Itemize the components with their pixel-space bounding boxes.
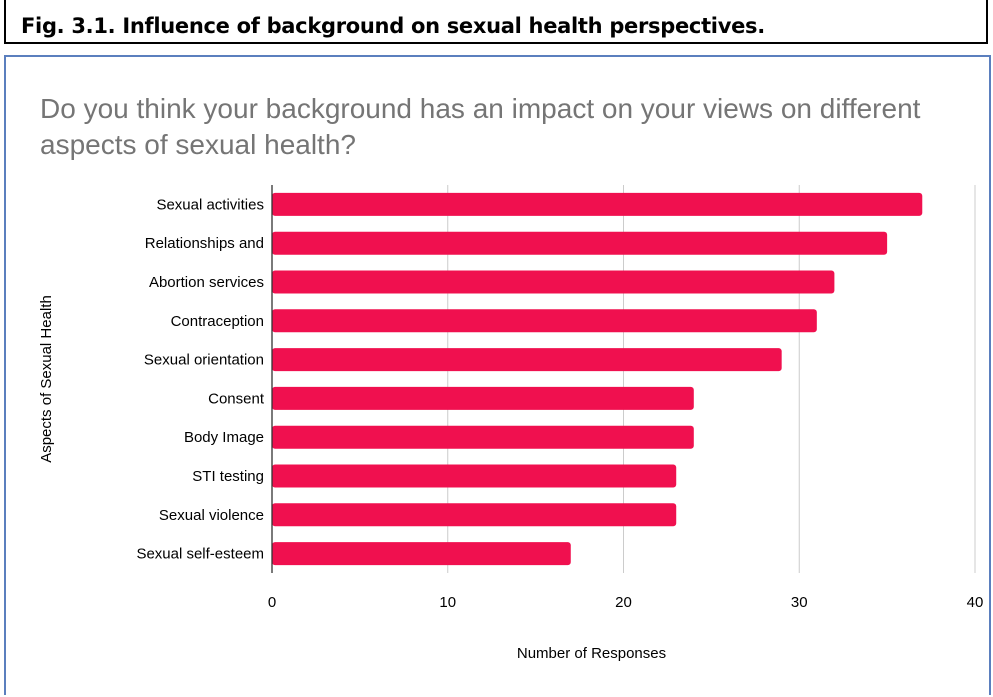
- x-axis-title: Number of Responses: [517, 645, 666, 662]
- bar: [272, 309, 817, 333]
- x-tick-label: 10: [439, 594, 456, 611]
- bar: [272, 425, 694, 449]
- x-tick-label: 20: [615, 594, 632, 611]
- bar: [272, 270, 835, 294]
- x-tick-labels: 0 10 20 30 40: [268, 594, 984, 611]
- bars: [272, 192, 923, 566]
- bar: [272, 348, 782, 372]
- category-label: Sexual violence: [159, 507, 264, 524]
- x-tick-label: 40: [967, 594, 984, 611]
- figure-caption-box: Fig. 3.1. Influence of background on sex…: [4, 0, 988, 44]
- bar: [272, 464, 677, 488]
- category-label: Sexual self-esteem: [136, 546, 264, 563]
- bar: [272, 231, 888, 255]
- category-label: Sexual orientation: [144, 352, 264, 369]
- figure-caption: Fig. 3.1. Influence of background on sex…: [21, 14, 765, 38]
- category-label: Sexual activities: [156, 196, 264, 213]
- bar: [272, 192, 923, 216]
- bar: [272, 503, 677, 527]
- y-axis-title: Aspects of Sexual Health: [38, 295, 55, 463]
- bar: [272, 542, 571, 566]
- category-label: Contraception: [171, 313, 264, 330]
- x-tick-label: 0: [268, 594, 276, 611]
- chart-title: Do you think your background has an impa…: [40, 93, 921, 160]
- category-label: Relationships and: [145, 235, 264, 252]
- category-label: Body Image: [184, 429, 264, 446]
- x-tick-label: 30: [791, 594, 808, 611]
- bar-chart: Sexual activities Relationships and Aborti…: [38, 185, 984, 662]
- bar: [272, 386, 694, 410]
- category-labels: Sexual activities Relationships and Aborti…: [136, 196, 264, 562]
- chart-frame: Do you think your background has an impa…: [4, 55, 991, 695]
- category-label: Abortion services: [149, 274, 264, 291]
- category-label: STI testing: [192, 468, 264, 485]
- category-label: Consent: [208, 390, 265, 407]
